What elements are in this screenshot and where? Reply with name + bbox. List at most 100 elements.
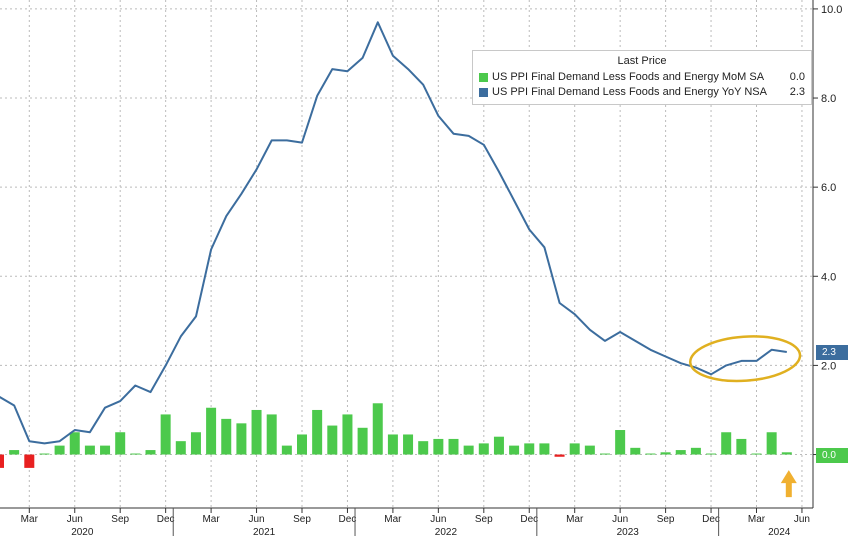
- mom-bar: [251, 409, 262, 455]
- x-tick-label: Jun: [612, 514, 628, 525]
- y-axis: 10.08.06.04.02.00.0: [812, 0, 842, 508]
- x-tick-label: Mar: [21, 514, 39, 525]
- x-tick-label: Jun: [67, 514, 83, 525]
- mom-bar: [433, 438, 444, 455]
- mom-bar: [539, 443, 550, 455]
- x-tick-label: Sep: [111, 514, 129, 525]
- x-tick-label: Dec: [157, 514, 175, 525]
- x-tick-label: Sep: [475, 514, 493, 525]
- legend-label-mom: US PPI Final Demand Less Foods and Energ…: [492, 71, 765, 83]
- x-tick-label: Dec: [520, 514, 538, 525]
- legend-label-yoy: US PPI Final Demand Less Foods and Energ…: [492, 86, 767, 98]
- y-tick-label: 8.0: [821, 93, 836, 105]
- mom-bar: [554, 454, 565, 457]
- year-label: 2020: [71, 527, 94, 537]
- y-tick-label: 6.0: [821, 182, 836, 194]
- mom-bar: [645, 453, 656, 455]
- x-tick-label: Jun: [430, 514, 446, 525]
- legend-title: Last Price: [617, 55, 667, 67]
- mom-bars: [0, 403, 792, 468]
- mom-bar: [175, 441, 186, 455]
- y-tick-label: 10.0: [821, 4, 842, 16]
- mom-bar: [145, 450, 156, 455]
- mom-bar: [266, 414, 277, 455]
- legend-entry-yoy: US PPI Final Demand Less Foods and Energ…: [479, 85, 805, 100]
- x-tick-label: Jun: [794, 514, 810, 525]
- mom-bar: [600, 453, 610, 455]
- yoy-line: [0, 21, 787, 445]
- mom-bar: [706, 453, 717, 455]
- x-tick-label: Dec: [702, 514, 720, 525]
- mom-bar: [327, 425, 338, 455]
- mom-bar: [160, 414, 171, 455]
- x-axis: Mar Jun Sep Dec Mar Jun Sep Dec Mar Jun Sep Dec Mar J…: [0, 507, 813, 537]
- mom-bar: [660, 452, 671, 455]
- legend-value-yoy: 2.3: [789, 86, 805, 98]
- year-label: 2022: [435, 527, 458, 537]
- x-tick-label: Sep: [657, 514, 675, 525]
- legend-entry-mom: US PPI Final Demand Less Foods and Energ…: [479, 70, 805, 85]
- mom-bar: [190, 432, 201, 455]
- mom-bar: [463, 445, 474, 455]
- mom-bar: [357, 427, 368, 455]
- arrow-icon: [780, 470, 797, 498]
- mom-bar: [630, 447, 641, 455]
- last-value-tag-yoy: 2.3: [816, 345, 848, 361]
- mom-bar: [312, 409, 323, 455]
- mom-bar: [448, 438, 459, 455]
- legend-value-mom: 0.0: [789, 71, 805, 83]
- mom-bar: [54, 445, 65, 455]
- mom-bar: [115, 432, 126, 455]
- mom-bar: [766, 432, 777, 455]
- yoy-series-line: [0, 21, 787, 445]
- mom-bar: [736, 438, 747, 455]
- x-tick-label: Jun: [248, 514, 264, 525]
- mom-bar: [387, 434, 398, 455]
- mom-bar: [721, 432, 732, 455]
- legend-swatch-mom: [479, 73, 488, 82]
- mom-bar: [24, 454, 35, 468]
- last-value-tag-mom: 0.0: [816, 447, 848, 463]
- mom-bar: [524, 443, 535, 455]
- mom-bar: [236, 423, 247, 455]
- x-tick-label: Sep: [293, 514, 311, 525]
- mom-bar: [281, 445, 292, 455]
- mom-bar: [615, 430, 626, 455]
- mom-bar: [69, 432, 80, 455]
- x-tick-label: Mar: [202, 514, 220, 525]
- mom-bar: [130, 453, 141, 455]
- mom-bar: [39, 453, 50, 455]
- y-tick-label: 4.0: [821, 271, 836, 283]
- mom-bar: [9, 450, 20, 455]
- x-tick-label: Mar: [384, 514, 402, 525]
- mom-bar: [342, 414, 353, 455]
- mom-bar: [221, 418, 232, 455]
- highlight-ellipse: [689, 335, 802, 383]
- mom-bar: [675, 450, 686, 455]
- mom-bar: [569, 443, 580, 455]
- legend: Last Price US PPI Final Demand Less Food…: [472, 50, 812, 105]
- x-tick-label: Mar: [566, 514, 584, 525]
- mom-bar: [493, 436, 504, 455]
- mom-bar: [0, 454, 4, 468]
- mom-bar: [478, 443, 489, 455]
- x-tick-label: Mar: [748, 514, 766, 525]
- mom-bar: [297, 434, 307, 455]
- year-label: 2023: [617, 527, 640, 537]
- year-label: 2021: [253, 527, 276, 537]
- year-label: 2024: [768, 527, 791, 537]
- y-tick-label: 2.0: [821, 360, 836, 372]
- mom-bar: [418, 441, 429, 455]
- mom-bar: [100, 445, 111, 455]
- x-tick-label: Dec: [339, 514, 357, 525]
- mom-bar: [751, 453, 762, 455]
- mom-bar: [403, 434, 414, 455]
- mom-bar: [84, 445, 95, 455]
- annotations: [689, 335, 802, 498]
- mom-bar: [206, 407, 217, 455]
- mom-bar: [690, 447, 701, 455]
- mom-bar: [781, 452, 792, 455]
- mom-bar: [372, 403, 383, 455]
- mom-bar: [584, 445, 595, 455]
